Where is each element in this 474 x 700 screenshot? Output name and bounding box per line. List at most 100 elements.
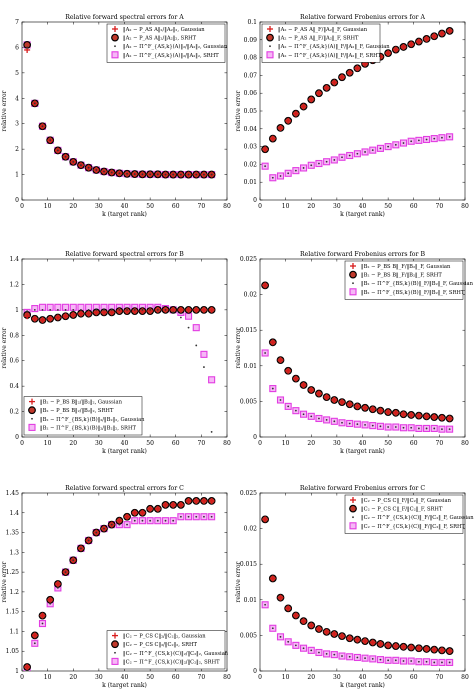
point-dot-gaussian	[41, 308, 44, 311]
point-plus-gaussian	[193, 497, 200, 504]
point-square-srht	[192, 324, 200, 332]
chart-panel-B-spectral: Relative forward spectral errors for B 0 1…	[1, 251, 231, 455]
point-square-srht	[200, 350, 208, 358]
point-dot-gaussian	[80, 308, 82, 311]
x-tick-label: 50	[384, 440, 392, 447]
point-dot-gaussian	[203, 366, 205, 368]
point-dot-gaussian	[417, 427, 420, 430]
point-plus-gaussian	[177, 306, 184, 313]
point-plus-gaussian	[262, 146, 269, 153]
legend-entry-label: ‖A₂ − P_AS A‖₂/‖A₂‖₂, SRHT	[123, 36, 197, 42]
y-tick-label: 0.005	[240, 632, 257, 639]
point-dot-gaussian	[210, 515, 213, 518]
data-points	[23, 303, 216, 433]
point-plus-gaussian	[438, 647, 445, 654]
point-dot-gaussian	[425, 138, 428, 141]
y-tick-label: 0	[253, 197, 257, 204]
legend: ‖A₂ − P_AS A‖₂/‖A₂‖₂, Gaussian ‖A₂ − P_AS…	[106, 23, 228, 63]
point-dot-gaussian	[379, 658, 382, 661]
y-tick-label: 1.4	[9, 256, 19, 263]
y-axis-label: relative error	[235, 561, 242, 602]
y-tick-label: 0.2	[9, 409, 19, 416]
point-plus-gaussian	[315, 625, 322, 632]
point-dot-gaussian	[402, 142, 405, 144]
point-dot-gaussian	[371, 657, 374, 660]
data-points	[261, 515, 454, 667]
legend-entry-label: ‖C₂ − Π^F_{CS,k}(C)‖_F/‖C₂‖_F, SRHT	[361, 523, 466, 530]
x-tick-label: 50	[384, 674, 392, 681]
x-tick-label: 30	[95, 203, 103, 210]
legend-entry-label: ‖A₂ − Π^F_{AS,k}(A)‖₂/‖A₂‖₂, SRHT	[123, 52, 219, 59]
x-tick-label: 10	[44, 203, 52, 210]
point-dot-gaussian	[114, 45, 116, 48]
point-plus-gaussian	[385, 642, 392, 649]
point-plus-gaussian	[77, 310, 84, 317]
point-dot-gaussian	[417, 139, 420, 142]
point-dot-gaussian	[425, 660, 428, 663]
legend-entry-label: ‖C₂ − Π^F_{CS,k}(C)‖_F/‖C₂‖_F, Gaussian	[361, 514, 474, 521]
point-plus-gaussian	[350, 263, 356, 269]
legend-entry-label: ‖B₂ − P_BS B‖₂/‖B₂‖₂, Gaussian	[40, 400, 123, 406]
y-axis-label: relative error	[1, 327, 8, 368]
point-plus-gaussian	[300, 382, 307, 389]
point-plus-gaussian	[446, 415, 453, 422]
point-plus-gaussian	[415, 412, 422, 419]
point-dot-gaussian	[133, 519, 136, 522]
x-tick-label: 0	[258, 674, 262, 681]
x-tick-label: 40	[121, 440, 129, 447]
point-dot-gaussian	[114, 651, 116, 654]
point-plus-gaussian	[70, 311, 77, 318]
y-axis-label: relative error	[1, 90, 8, 131]
x-tick-label: 80	[223, 203, 231, 210]
y-tick-label: 6	[15, 44, 19, 51]
legend-box	[344, 260, 464, 300]
point-dot-gaussian	[264, 603, 267, 606]
point-dot-gaussian	[41, 125, 44, 128]
point-dot-gaussian	[31, 417, 33, 420]
x-tick-label: 80	[223, 674, 231, 681]
x-tick-label: 10	[282, 440, 290, 447]
y-tick-label: 0.8	[9, 332, 19, 339]
point-dot-gaussian	[371, 149, 374, 152]
x-tick-label: 0	[258, 440, 262, 447]
x-tick-label: 30	[95, 674, 103, 681]
point-plus-gaussian	[400, 411, 407, 418]
point-dot-gaussian	[310, 649, 313, 652]
point-dot-gaussian	[271, 627, 274, 630]
point-dot-gaussian	[133, 308, 136, 311]
point-plus-gaussian	[47, 315, 54, 322]
x-tick-label: 0	[20, 440, 24, 447]
point-dot-gaussian	[33, 102, 36, 105]
point-circle-srht	[349, 270, 357, 279]
point-plus-gaussian	[139, 509, 146, 516]
point-dot-gaussian	[56, 587, 59, 589]
point-plus-gaussian	[346, 401, 353, 408]
legend-entry-label: ‖B₂ − P_BS B‖₂/‖B₂‖₂, SRHT	[40, 408, 114, 414]
x-tick-label: 70	[436, 203, 444, 210]
chart-panel-A-spectral: Relative forward spectral errors for A 0 1…	[1, 14, 231, 218]
point-plus-gaussian	[62, 313, 69, 320]
x-tick-label: 0	[20, 674, 24, 681]
x-tick-label: 20	[69, 440, 77, 447]
point-plus-gaussian	[124, 513, 131, 520]
point-dot-gaussian	[118, 523, 121, 526]
y-tick-label: 0.005	[240, 398, 257, 405]
point-plus-gaussian	[346, 635, 353, 642]
point-dot-gaussian	[49, 602, 52, 605]
point-dot-gaussian	[302, 413, 305, 416]
point-dot-gaussian	[352, 282, 354, 285]
x-tick-label: 80	[461, 440, 469, 447]
point-plus-gaussian	[112, 26, 118, 32]
point-plus-gaussian	[112, 632, 118, 639]
legend-entry-label: ‖C₂ − P_CS C‖₂/‖C₂‖₂, Gaussian	[123, 634, 206, 640]
x-tick-label: 60	[172, 674, 180, 681]
x-tick-label: 10	[44, 674, 52, 681]
point-plus-gaussian	[369, 639, 376, 646]
point-dot-gaussian	[333, 653, 336, 656]
point-dot-gaussian	[210, 173, 213, 176]
point-dot-gaussian	[341, 655, 343, 657]
point-dot-gaussian	[87, 539, 90, 542]
chart-panel-A-frobenius: Relative forward Frobenius errors for A 0…	[235, 14, 469, 218]
y-tick-label: 0.02	[244, 161, 258, 168]
plot-title: Relative forward Frobenius errors for A	[300, 14, 425, 21]
